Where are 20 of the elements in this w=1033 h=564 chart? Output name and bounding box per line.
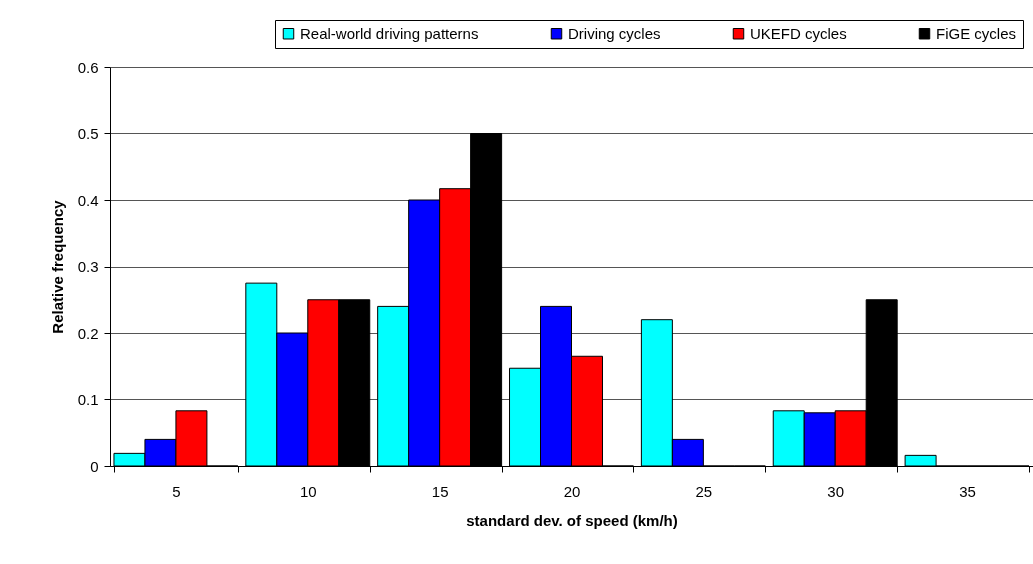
legend-label: UKEFD cycles [750,24,847,42]
x-tick-label: 10 [299,482,317,500]
y-tick-label: 0.3 [77,258,99,275]
y-tick-label: 0.1 [77,391,99,408]
y-tick-label: 0.6 [77,58,99,76]
x-axis-title: standard dev. of speed (km/h) [466,511,678,529]
y-axis-title: Relative frequency [48,199,66,334]
y-tick-label: 0.4 [77,191,99,209]
x-tick-label: 15 [431,482,449,500]
x-tick-label: 35 [959,482,976,500]
x-tick-label: 20 [563,482,581,500]
legend-label: Driving cycles [568,24,661,42]
legend-label: FiGE cycles [936,24,1017,42]
y-tick-label: 0 [90,457,99,475]
x-tick-label: 30 [827,482,845,500]
y-tick-label: 0.2 [77,324,99,342]
x-tick-label: 25 [695,482,713,500]
x-tick-label: 5 [172,482,181,500]
y-tick-label: 0.5 [77,125,99,142]
legend-label: Real-world driving patterns [300,24,479,42]
